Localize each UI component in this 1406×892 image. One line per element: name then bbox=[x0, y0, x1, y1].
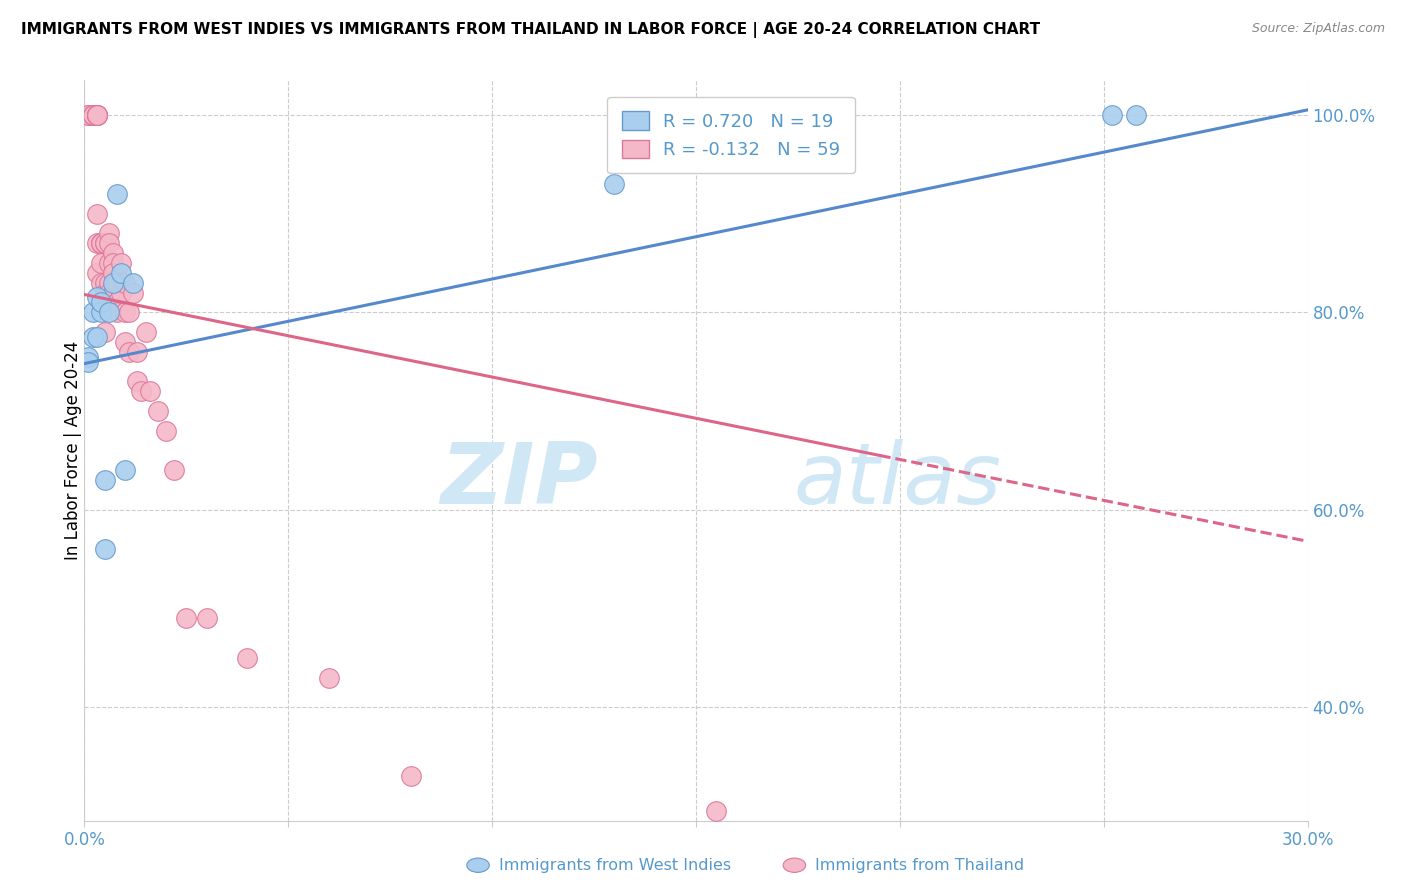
Text: ZIP: ZIP bbox=[440, 439, 598, 522]
Point bbox=[101, 246, 124, 260]
Text: IMMIGRANTS FROM WEST INDIES VS IMMIGRANTS FROM THAILAND IN LABOR FORCE | AGE 20-: IMMIGRANTS FROM WEST INDIES VS IMMIGRANT… bbox=[21, 22, 1040, 38]
Point bbox=[138, 384, 160, 399]
Point bbox=[86, 236, 108, 251]
Point bbox=[127, 375, 149, 389]
Point bbox=[97, 305, 120, 319]
Point bbox=[77, 350, 100, 364]
Point bbox=[105, 295, 128, 310]
Text: Immigrants from West Indies: Immigrants from West Indies bbox=[499, 858, 731, 872]
Point bbox=[318, 671, 340, 685]
Point bbox=[114, 305, 136, 319]
Point bbox=[93, 473, 117, 487]
Point bbox=[97, 236, 120, 251]
Point bbox=[93, 236, 117, 251]
Point bbox=[101, 285, 124, 300]
Point bbox=[82, 305, 104, 319]
Point bbox=[105, 186, 128, 201]
Point bbox=[86, 266, 108, 280]
Point bbox=[110, 256, 132, 270]
Point bbox=[105, 305, 128, 319]
Text: Source: ZipAtlas.com: Source: ZipAtlas.com bbox=[1251, 22, 1385, 36]
Point bbox=[86, 108, 108, 122]
Point bbox=[118, 305, 141, 319]
Point bbox=[93, 542, 117, 557]
Point bbox=[90, 236, 112, 251]
Point bbox=[176, 611, 198, 625]
Point bbox=[114, 276, 136, 290]
Point bbox=[82, 108, 104, 122]
Point bbox=[93, 325, 117, 339]
Point bbox=[77, 354, 100, 368]
Point bbox=[90, 305, 112, 319]
Point bbox=[86, 108, 108, 122]
Point bbox=[155, 424, 177, 438]
Point bbox=[86, 108, 108, 122]
Point bbox=[93, 276, 117, 290]
Point bbox=[101, 266, 124, 280]
Point bbox=[97, 285, 120, 300]
Point bbox=[86, 108, 108, 122]
Point bbox=[101, 256, 124, 270]
Point bbox=[82, 330, 104, 344]
Point bbox=[603, 177, 626, 191]
Point bbox=[195, 611, 218, 625]
Point bbox=[77, 108, 100, 122]
Point bbox=[110, 285, 132, 300]
Point bbox=[110, 266, 132, 280]
Point bbox=[82, 108, 104, 122]
Point bbox=[82, 108, 104, 122]
Point bbox=[86, 108, 108, 122]
Point bbox=[90, 295, 112, 310]
Point bbox=[114, 334, 136, 349]
Point bbox=[90, 276, 112, 290]
Point bbox=[146, 404, 169, 418]
Point bbox=[93, 236, 117, 251]
Point bbox=[90, 256, 112, 270]
Point bbox=[1125, 108, 1147, 122]
Y-axis label: In Labor Force | Age 20-24: In Labor Force | Age 20-24 bbox=[65, 341, 82, 560]
Point bbox=[86, 206, 108, 220]
Point bbox=[97, 227, 120, 241]
Point bbox=[97, 256, 120, 270]
Point bbox=[1101, 108, 1123, 122]
Point bbox=[101, 276, 124, 290]
Point bbox=[118, 344, 141, 359]
Point bbox=[399, 769, 422, 783]
Point bbox=[122, 285, 145, 300]
Point bbox=[86, 108, 108, 122]
Text: atlas: atlas bbox=[794, 439, 1002, 522]
Point bbox=[163, 463, 186, 477]
Point bbox=[86, 330, 108, 344]
Point bbox=[105, 276, 128, 290]
Point bbox=[97, 276, 120, 290]
Legend: R = 0.720   N = 19, R = -0.132   N = 59: R = 0.720 N = 19, R = -0.132 N = 59 bbox=[607, 96, 855, 173]
Point bbox=[114, 463, 136, 477]
Point bbox=[706, 804, 728, 818]
Point bbox=[90, 236, 112, 251]
Point bbox=[131, 384, 153, 399]
Point bbox=[236, 650, 259, 665]
Point bbox=[127, 344, 149, 359]
Point bbox=[77, 108, 100, 122]
Point bbox=[82, 108, 104, 122]
Point bbox=[93, 285, 117, 300]
Point bbox=[135, 325, 157, 339]
Point bbox=[86, 290, 108, 304]
Point bbox=[122, 276, 145, 290]
Text: Immigrants from Thailand: Immigrants from Thailand bbox=[815, 858, 1025, 872]
Point bbox=[90, 236, 112, 251]
